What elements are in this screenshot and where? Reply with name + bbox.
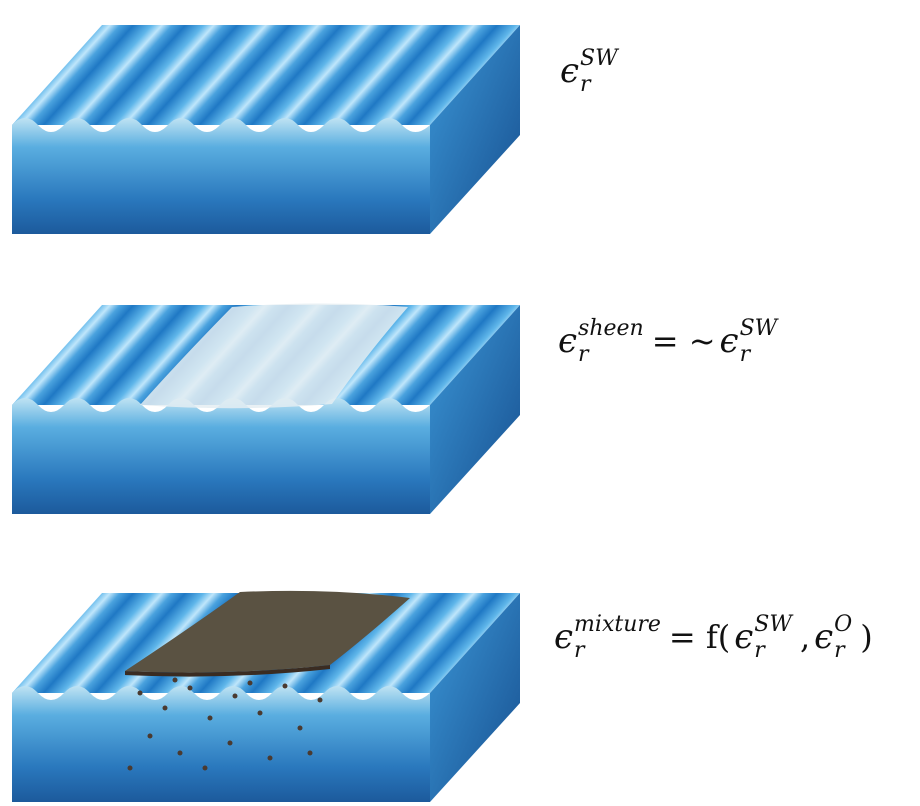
label-operator: = f(	[669, 618, 730, 656]
diagram: ϵrSWϵrsheen= ~ϵrSWϵrmixture= f(ϵrSW,ϵrO)	[0, 0, 920, 806]
label-superscript: sheen	[578, 316, 644, 341]
label-subscript: r	[578, 342, 590, 367]
label-operator: ,	[800, 618, 810, 656]
water-block	[12, 25, 520, 234]
label-superscript: SW	[754, 612, 794, 637]
label-symbol: ϵ	[814, 617, 833, 657]
label-symbol: ϵ	[558, 321, 577, 361]
label-symbol: ϵ	[734, 617, 753, 657]
label-symbol: ϵ	[554, 617, 573, 657]
label-superscript: mixture	[574, 612, 661, 637]
label-subscript: r	[574, 638, 586, 663]
label-subscript: r	[754, 638, 766, 663]
label-operator: )	[860, 618, 872, 656]
label-subscript: r	[834, 638, 846, 663]
seawater-panel	[12, 25, 520, 234]
sheen-panel	[12, 304, 520, 515]
label-operator: = ~	[652, 322, 716, 360]
mixture-panel	[12, 591, 520, 802]
label-subscript: r	[580, 72, 592, 97]
label-symbol: ϵ	[720, 321, 739, 361]
label-superscript: SW	[740, 316, 780, 341]
label-superscript: SW	[580, 46, 620, 71]
label-symbol: ϵ	[560, 51, 579, 91]
label-subscript: r	[740, 342, 752, 367]
label-superscript: O	[834, 612, 852, 637]
